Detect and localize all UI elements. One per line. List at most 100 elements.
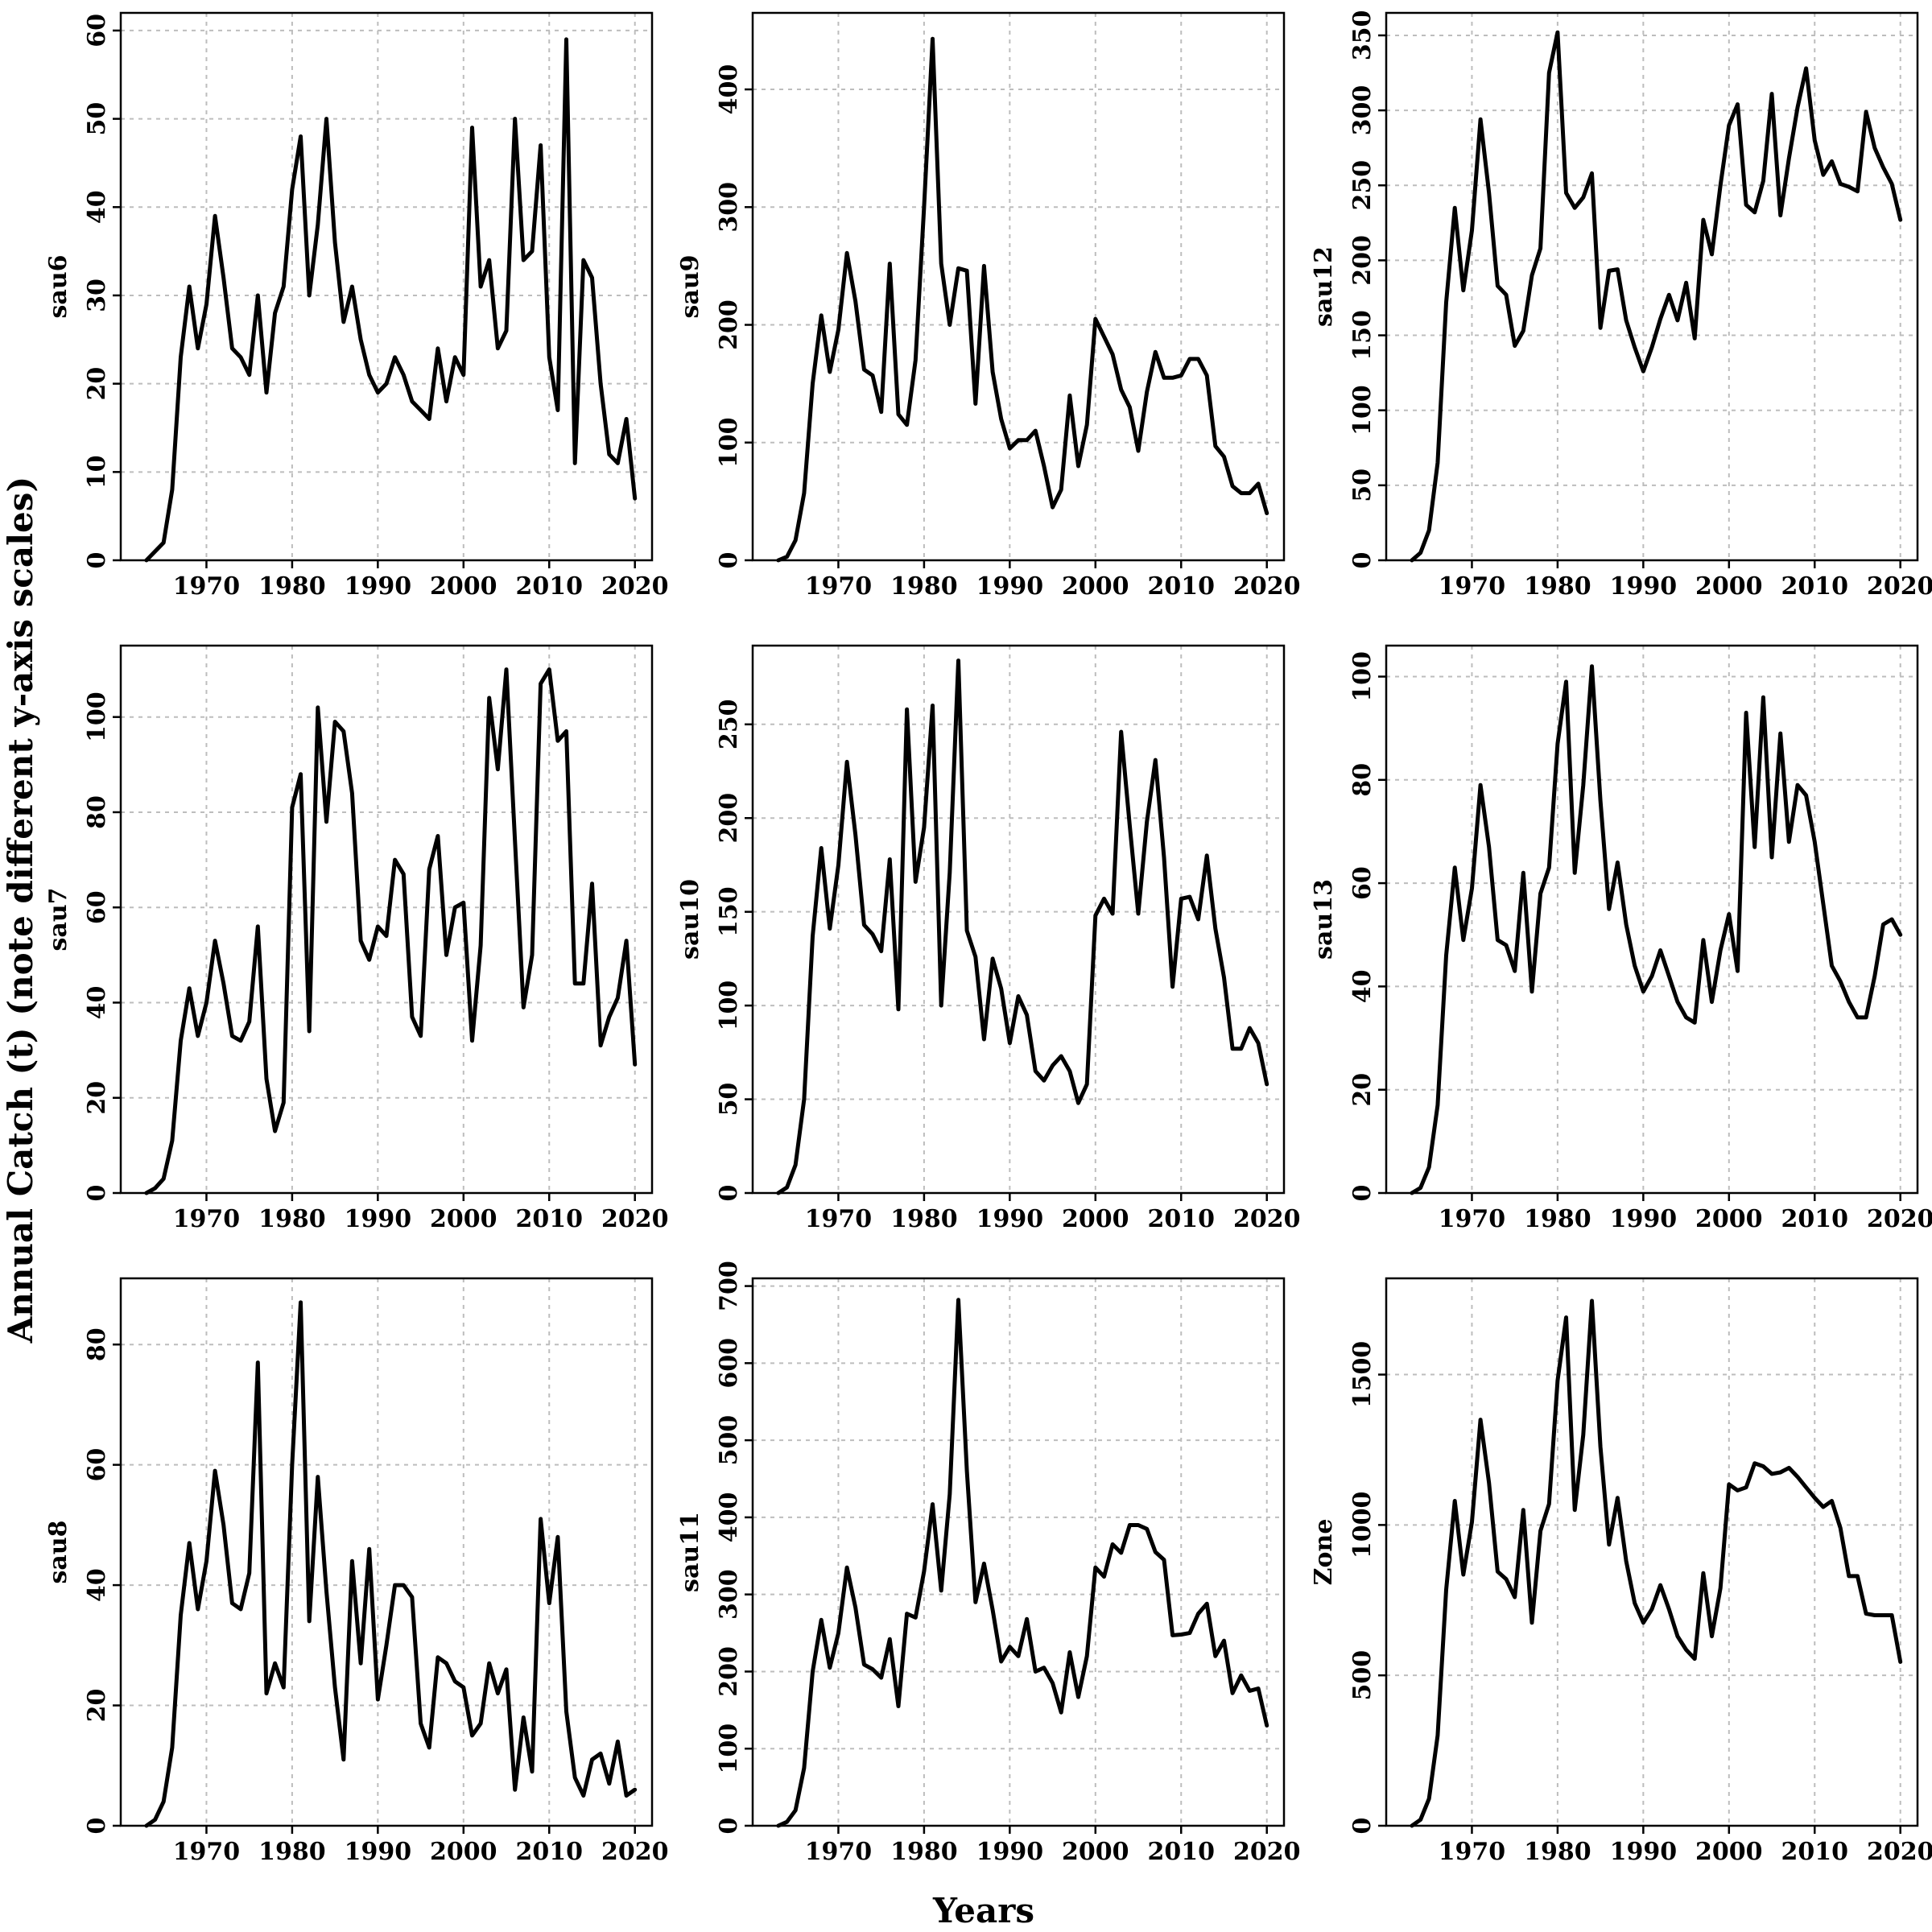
y-tick-label: 500	[715, 1415, 743, 1466]
y-tick-label: 200	[715, 299, 743, 350]
y-tick-label: 0	[1348, 552, 1377, 569]
x-tick-label: 2000	[430, 1205, 497, 1233]
panels-grid: 1970 1980 1990 2000 2010 20200102030405060sau…	[44, 10, 1932, 1866]
x-tick-label: 2020	[1233, 1205, 1301, 1233]
y-tick-label: 1500	[1348, 1341, 1377, 1409]
figure-y-axis-title: Annual Catch (t) (note different y-axis …	[1, 477, 40, 1344]
y-tick-label: 40	[1348, 970, 1377, 1004]
x-tick-label: 2000	[430, 572, 497, 601]
series-line-sau8	[144, 1300, 638, 1828]
x-tick-label: 1980	[1524, 1205, 1591, 1233]
y-tick-label: 300	[715, 182, 743, 233]
y-tick-label: 60	[83, 14, 111, 47]
x-tick-label: 2020	[601, 1838, 669, 1866]
x-tick-label: 1980	[258, 572, 326, 601]
y-tick-label: 100	[1348, 385, 1377, 436]
x-tick-label: 2010	[1148, 1205, 1216, 1233]
x-tick-label: 1970	[173, 572, 241, 601]
chart-panel-sau13: 1970 1980 1990 2000 2010 2020 0 20 40 60 80 100 sau1…	[1310, 644, 1932, 1233]
x-tick-label: 1970	[1439, 572, 1506, 601]
y-tick-label: 20	[83, 1689, 111, 1723]
y-tick-label: 60	[83, 890, 111, 924]
series-line-sau11	[776, 1298, 1269, 1828]
x-tick-label: 2020	[1867, 1838, 1932, 1866]
plot-frame	[1385, 11, 1919, 562]
x-tick-label: 2020	[1867, 572, 1932, 601]
y-tick-label: 0	[83, 552, 111, 569]
y-tick-label: 50	[715, 1083, 743, 1117]
y-tick-label: 80	[1348, 763, 1377, 797]
plot-frame	[1385, 1277, 1919, 1827]
y-tick-label: 400	[715, 64, 743, 115]
y-tick-label: 0	[83, 1818, 111, 1835]
x-tick-label: 1970	[1439, 1205, 1506, 1233]
x-tick-label: 1970	[173, 1205, 241, 1233]
x-tick-label: 2000	[1695, 1205, 1763, 1233]
series-line-zone	[1410, 1298, 1903, 1828]
x-tick-label: 2010	[1781, 572, 1849, 601]
x-tick-label: 2020	[601, 1205, 669, 1233]
y-tick-label: 20	[83, 1081, 111, 1115]
x-tick-label: 2020	[1233, 572, 1301, 601]
panel-y-label: sau6	[44, 254, 72, 318]
series-line-sau6	[144, 37, 638, 563]
y-tick-label: 50	[1348, 469, 1377, 502]
x-tick-label: 1970	[805, 1205, 873, 1233]
y-tick-label: 80	[83, 1327, 111, 1361]
panel-y-label: sau7	[44, 887, 72, 951]
x-tick-label: 2000	[430, 1838, 497, 1866]
series-line-sau13	[1410, 664, 1903, 1195]
y-tick-label: 40	[83, 986, 111, 1020]
x-tick-label: 1980	[890, 572, 958, 601]
panel-y-label: sau12	[1310, 246, 1338, 327]
y-tick-label: 30	[83, 279, 111, 312]
panel-y-label: sau9	[676, 254, 704, 318]
x-tick-label: 1990	[345, 1205, 412, 1233]
y-tick-label: 60	[1348, 866, 1377, 900]
x-tick-label: 2020	[1867, 1205, 1932, 1233]
y-tick-label: 150	[715, 886, 743, 937]
x-tick-label: 2010	[516, 1838, 584, 1866]
y-tick-label: 0	[1348, 1818, 1377, 1835]
x-tick-label: 2010	[1148, 572, 1216, 601]
chart-panel-sau12: 1970 1980 1990 2000 2010 2020 0 50 100 150 200 250 3…	[1310, 10, 1932, 601]
y-tick-label: 700	[715, 1261, 743, 1311]
chart-panel-zone: 1970 1980 1990 2000 2010 2020 0 500 1000 1500 Zone	[1310, 1277, 1932, 1866]
chart-panel-sau9: 1970 1980 1990 2000 2010 2020 0 100 200 300 400 sau…	[676, 11, 1301, 601]
x-tick-label: 2000	[1695, 1838, 1763, 1866]
x-tick-label: 1970	[805, 1838, 873, 1866]
plot-frame	[119, 1277, 654, 1827]
x-tick-label: 2020	[1233, 1838, 1301, 1866]
series-line-sau7	[144, 667, 638, 1195]
y-tick-label: 100	[715, 417, 743, 468]
chart-panel-sau6: 1970 1980 1990 2000 2010 2020 0 10 20 30 40 50 60 sau…	[44, 11, 669, 601]
y-tick-label: 0	[1348, 1185, 1377, 1202]
x-tick-label: 1980	[258, 1205, 326, 1233]
x-tick-label: 1990	[976, 1838, 1044, 1866]
x-tick-label: 1980	[890, 1838, 958, 1866]
x-tick-label: 1970	[173, 1838, 241, 1866]
plot-frame	[751, 1277, 1286, 1827]
chart-panel-sau8: 1970 1980 1990 2000 2010 2020 0 20 40 60 80 sau8	[44, 1277, 669, 1866]
y-tick-label: 0	[715, 552, 743, 569]
panel-y-label: sau11	[676, 1512, 704, 1592]
x-tick-label: 1980	[1524, 572, 1591, 601]
x-tick-label: 1990	[1610, 1838, 1678, 1866]
x-tick-label: 2020	[601, 572, 669, 601]
x-tick-label: 1980	[1524, 1838, 1591, 1866]
plot-frame	[751, 644, 1286, 1195]
y-tick-label: 200	[1348, 235, 1377, 286]
y-tick-label: 100	[715, 980, 743, 1031]
y-tick-label: 1000	[1348, 1492, 1377, 1559]
plot-frame	[119, 644, 654, 1195]
plot-frame	[119, 11, 654, 562]
chart-panel-sau11: 1970 1980 1990 2000 2010 2020 0 100 200 300 400 500…	[676, 1261, 1300, 1866]
x-tick-label: 2000	[1695, 572, 1763, 601]
y-tick-label: 100	[83, 691, 111, 742]
panel-y-label: sau10	[676, 879, 704, 960]
y-tick-label: 350	[1348, 10, 1377, 61]
y-tick-label: 100	[1348, 651, 1377, 702]
series-line-sau10	[776, 658, 1269, 1195]
x-tick-label: 2000	[1062, 1205, 1129, 1233]
y-tick-label: 400	[715, 1492, 743, 1543]
